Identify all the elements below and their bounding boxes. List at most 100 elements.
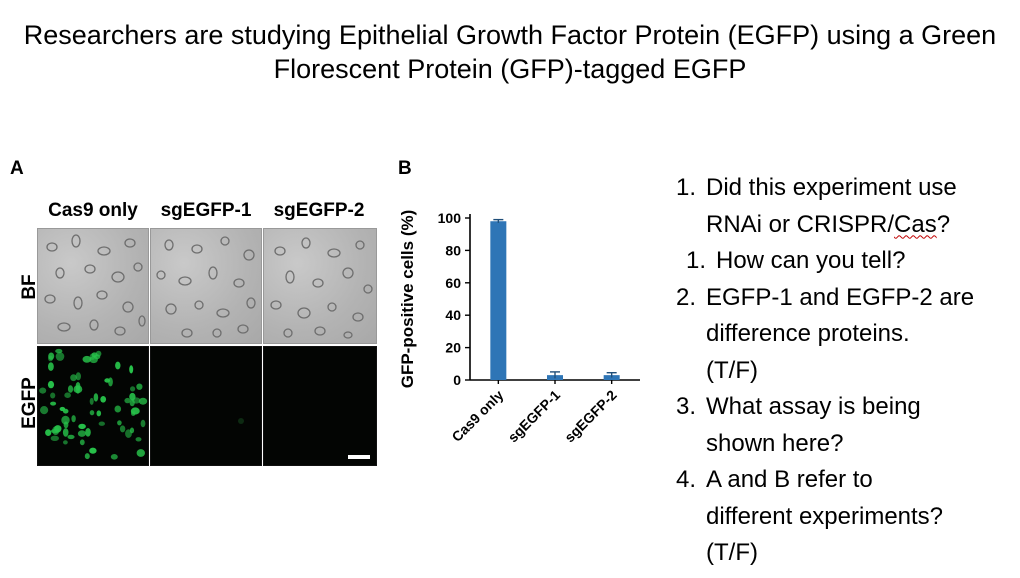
x-tick-label: sgEGFP-1	[504, 387, 563, 446]
panel-a-letter: A	[10, 158, 24, 179]
fluorescent-cell	[84, 453, 90, 460]
fluorescent-cell	[62, 428, 69, 437]
fluorescent-cell	[85, 428, 91, 437]
fluorescent-cell	[52, 426, 60, 435]
fluorescent-cell	[59, 406, 66, 412]
question-1-sub-1: 1. How can you tell?	[676, 243, 1016, 280]
panel-b-letter: B	[398, 158, 412, 179]
y-tick-label: 0	[453, 372, 461, 388]
bf-cells-cas9	[44, 234, 146, 336]
fluorescent-cell	[93, 354, 101, 360]
fluorescent-cell	[98, 421, 105, 426]
fluorescent-cell	[130, 386, 136, 392]
y-axis-label: GFP-positive cells (%)	[398, 210, 417, 389]
fluorescent-cell	[132, 397, 141, 404]
fluorescent-cell	[119, 425, 126, 433]
y-tick-label: 40	[445, 307, 461, 323]
slide-title: Researchers are studying Epithelial Grow…	[23, 20, 997, 84]
fluorescent-cell	[140, 419, 146, 428]
fluorescent-cell	[93, 393, 99, 402]
fluorescent-cell	[131, 411, 136, 416]
fluorescent-cell	[89, 397, 94, 405]
fluorescent-cell	[82, 355, 92, 363]
question-number: 4.	[676, 466, 697, 493]
fluorescent-cell	[50, 392, 56, 399]
question-list: 1. Did this experiment use RNAi or CRISP…	[676, 170, 1016, 572]
fluorescent-cell	[45, 429, 52, 436]
bf-cells-sgegfp-2	[270, 237, 373, 339]
question-line: difference proteins.	[706, 320, 910, 347]
column-label-cas9: Cas9 only	[48, 200, 138, 221]
question-line: shown here?	[706, 429, 844, 457]
egfp-image-cas9	[37, 346, 149, 466]
scale-bar	[348, 455, 370, 459]
question-line-part: RNAi or CRISPR/	[706, 210, 895, 238]
column-label-sgegfp-1: sgEGFP-1	[160, 200, 252, 221]
fluorescent-cell	[89, 447, 97, 454]
gfp-bar-chart: GFP-positive cells (%) 0 20 40 60 80 100 Cas9 o…	[398, 210, 640, 446]
question-line: different experiments?	[706, 502, 944, 530]
question-line: How can you tell?	[716, 247, 906, 274]
question-1: 1. Did this experiment use RNAi or CRISP…	[676, 170, 1016, 243]
question-number: 1.	[676, 174, 697, 201]
question-3: 3. What assay is being shown here?	[676, 389, 1016, 462]
y-tick-label: 100	[438, 210, 462, 226]
fluorescent-cell	[40, 406, 49, 415]
x-tick-label: Cas9 only	[448, 387, 506, 445]
fluorescent-cell	[48, 362, 54, 371]
bf-image-sgegfp-2	[263, 228, 377, 344]
fluorescent-cell	[64, 392, 71, 398]
fluorescent-cell	[71, 415, 76, 423]
fluorescent-cell	[39, 387, 47, 394]
y-tick-label: 60	[445, 275, 461, 291]
fluorescent-cell	[63, 440, 68, 445]
egfp-faint-cell	[238, 418, 244, 424]
fluorescent-cell	[124, 397, 131, 404]
fluorescent-cell	[136, 383, 143, 390]
fluorescent-cell	[55, 352, 65, 361]
question-number: 3.	[676, 393, 697, 420]
question-number: 1.	[686, 247, 707, 274]
fluorescent-cell	[125, 429, 132, 438]
question-line: (T/F)	[706, 356, 758, 384]
fluorescent-cell	[48, 355, 53, 362]
question-line: Did this experiment use	[706, 174, 957, 201]
fluorescent-cell	[138, 397, 148, 405]
y-tick-label: 20	[445, 340, 461, 356]
bar	[490, 221, 507, 380]
question-2: 2. EGFP-1 and EGFP-2 are difference prot…	[676, 280, 1016, 390]
bf-image-sgegfp-1	[150, 228, 262, 344]
fluorescent-cell	[96, 410, 102, 417]
fluorescent-cell	[110, 454, 118, 460]
fluorescent-cell	[61, 415, 70, 425]
fluorescent-cell	[75, 372, 81, 381]
question-line: (T/F)	[706, 539, 758, 566]
question-line: A and B refer to	[706, 466, 873, 493]
bf-cells-sgegfp-1	[156, 236, 256, 338]
column-label-sgegfp-2: sgEGFP-2	[273, 200, 365, 221]
fluorescent-cell	[135, 437, 142, 442]
question-line: RNAi or CRISPR/Cas?	[706, 207, 1016, 244]
chart-bars	[490, 218, 620, 380]
bf-image-cas9	[37, 228, 149, 344]
egfp-image-sgegfp-1	[150, 346, 262, 466]
fluorescent-cell	[67, 434, 75, 440]
fluorescent-cell	[50, 435, 59, 441]
question-line-part: ?	[936, 210, 951, 238]
fluorescent-cell	[100, 396, 107, 403]
fluorescent-cell	[79, 439, 85, 446]
fluorescent-cell	[55, 348, 63, 354]
egfp-image-sgegfp-2	[263, 346, 377, 466]
question-line: What assay is being	[706, 393, 921, 420]
fluorescent-cell	[115, 361, 121, 370]
question-4: 4. A and B refer to different experiment…	[676, 462, 1016, 572]
fluorescent-cell	[78, 423, 86, 430]
fluorescent-cell	[129, 365, 134, 374]
fluorescent-cell	[114, 405, 122, 413]
fluorescent-cell	[70, 374, 77, 382]
chart-labels: GFP-positive cells (%) 0 20 40 60 80 100 Cas9 o…	[398, 210, 620, 446]
fluorescent-cell	[67, 385, 74, 393]
question-number: 2.	[676, 283, 697, 311]
fluorescent-cell	[47, 380, 55, 389]
spellcheck-flagged-word: Cas	[894, 210, 937, 238]
